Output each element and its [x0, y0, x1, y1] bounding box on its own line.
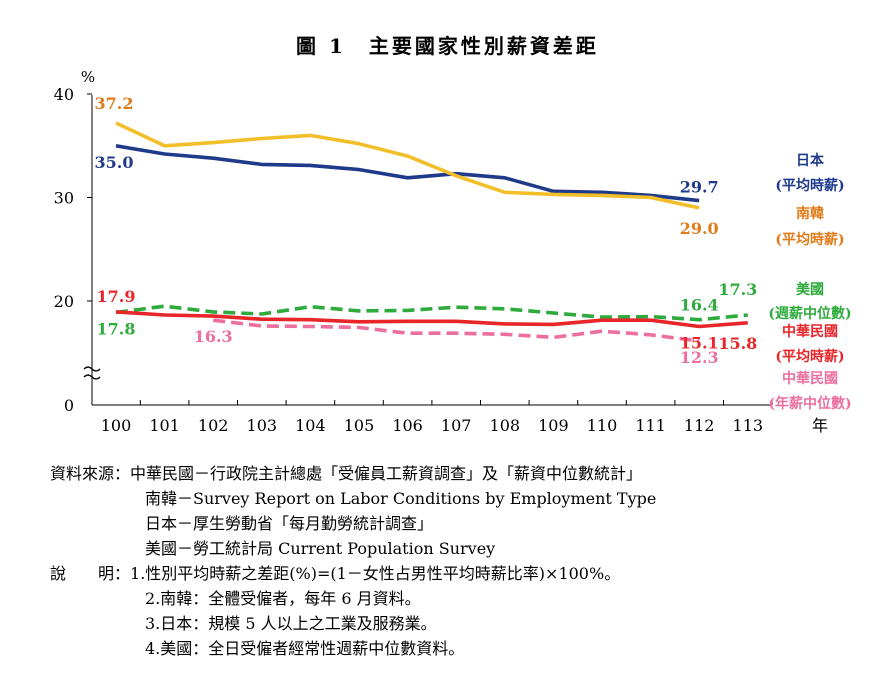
x-tick-label: 107	[441, 416, 472, 435]
y-axis-unit: %	[81, 68, 95, 86]
x-tick-label: 108	[490, 416, 521, 435]
legend-label: (平均時薪)	[775, 177, 844, 194]
x-tick-label: 109	[538, 416, 569, 435]
legend-label: (週薪中位數)	[768, 305, 851, 322]
y-tick-label: 30	[54, 189, 74, 208]
x-tick-label: 100	[101, 416, 132, 435]
x-tick-label: 113	[733, 416, 764, 435]
x-tick-label: 105	[344, 416, 375, 435]
explain-line-4: 4.美國：全日受僱者經常性週薪中位數資料。	[145, 639, 465, 658]
series-line-3	[115, 310, 748, 329]
legend-label: 美國	[796, 281, 824, 298]
explain-text-1: 1.性別平均時薪之差距(%)=(1－女性占男性平均時薪比率)×100%。	[130, 564, 621, 583]
axis-break-mark	[83, 366, 101, 380]
explain-line-1: 說 明：1.性別平均時薪之差距(%)=(1－女性占男性平均時薪比率)×100%。	[50, 561, 656, 586]
source-line-4: 美國－勞工統計局 Current Population Survey	[145, 539, 496, 558]
chart-labels-layer: 35.0 29.7 37.2 29.0 17.8 16.417.3 17.9 15.1 15.8…	[95, 94, 758, 367]
x-tick-label: 111	[635, 416, 666, 435]
data-label: 37.2	[95, 94, 134, 113]
data-label: 15.1	[680, 333, 719, 352]
chart-notes: 資料來源：中華民國－行政院主計總處「受僱員工薪資調查」及「薪資中位數統計」 南韓…	[50, 461, 656, 661]
data-label: 29.0	[680, 219, 719, 238]
legend-label: (平均時薪)	[775, 348, 844, 365]
x-tick-label: 104	[295, 416, 326, 435]
chart-legend-layer: 日本(平均時薪)南韓(平均時薪)美國(週薪中位數)中華民國(平均時薪)中華民國(…	[768, 152, 851, 412]
legend-label: 南韓	[796, 205, 824, 222]
series-line-1	[115, 121, 700, 210]
x-axis-unit: 年	[812, 416, 828, 435]
y-tick-label: 40	[54, 85, 74, 104]
chart-series-layer	[115, 121, 748, 343]
legend-label: 中華民國	[782, 323, 838, 340]
line-chart: 0 20 30 40% 100 101 102 103 104 105 106 107 108 109 11…	[54, 68, 852, 435]
chart-axes: 0 20 30 40% 100 101 102 103 104 105 106 107 108 109 11…	[54, 68, 828, 435]
data-label: 12.3	[680, 348, 719, 367]
source-text-1: 中華民國－行政院主計總處「受僱員工薪資調查」及「薪資中位數統計」	[130, 464, 643, 483]
sources-label: 資料來源：	[50, 464, 131, 483]
explain-line-2: 2.南韓：全體受僱者，每年 6 月資料。	[145, 589, 421, 608]
data-label: 29.7	[680, 178, 719, 197]
x-tick-label: 112	[684, 416, 715, 435]
source-line-1: 資料來源：中華民國－行政院主計總處「受僱員工薪資調查」及「薪資中位數統計」	[50, 461, 656, 486]
y-tick-label: 0	[64, 396, 74, 415]
x-tick-label: 103	[247, 416, 278, 435]
data-label: 17.3	[718, 280, 757, 299]
legend-label: (平均時薪)	[775, 231, 844, 248]
source-line-3: 日本－厚生勞動省「每月勤勞統計調查」	[145, 514, 434, 533]
x-tick-label: 101	[149, 416, 180, 435]
data-label: 17.8	[97, 319, 136, 338]
y-tick-label: 20	[54, 292, 74, 311]
legend-label: 日本	[796, 152, 825, 169]
chart-title: 圖 1 主要國家性別薪資差距	[296, 34, 599, 58]
series-line-4	[212, 318, 700, 343]
explain-line-3: 3.日本：規模 5 人以上之工業及服務業。	[145, 614, 437, 633]
source-line-2: 南韓－Survey Report on Labor Conditions by …	[145, 489, 657, 508]
data-label: 16.3	[194, 327, 233, 346]
data-label: 17.9	[97, 287, 136, 306]
data-label: 16.4	[680, 296, 719, 315]
x-tick-label: 106	[392, 416, 423, 435]
series-line-2	[115, 304, 748, 322]
x-tick-label: 102	[198, 416, 229, 435]
legend-label: 中華民國	[782, 370, 838, 387]
x-tick-label: 110	[587, 416, 618, 435]
explain-label: 說 明：	[50, 564, 131, 583]
data-label: 35.0	[95, 153, 134, 172]
data-label: 15.8	[718, 334, 757, 353]
legend-label: (年薪中位數)	[768, 395, 851, 412]
series-line-0	[115, 144, 700, 203]
